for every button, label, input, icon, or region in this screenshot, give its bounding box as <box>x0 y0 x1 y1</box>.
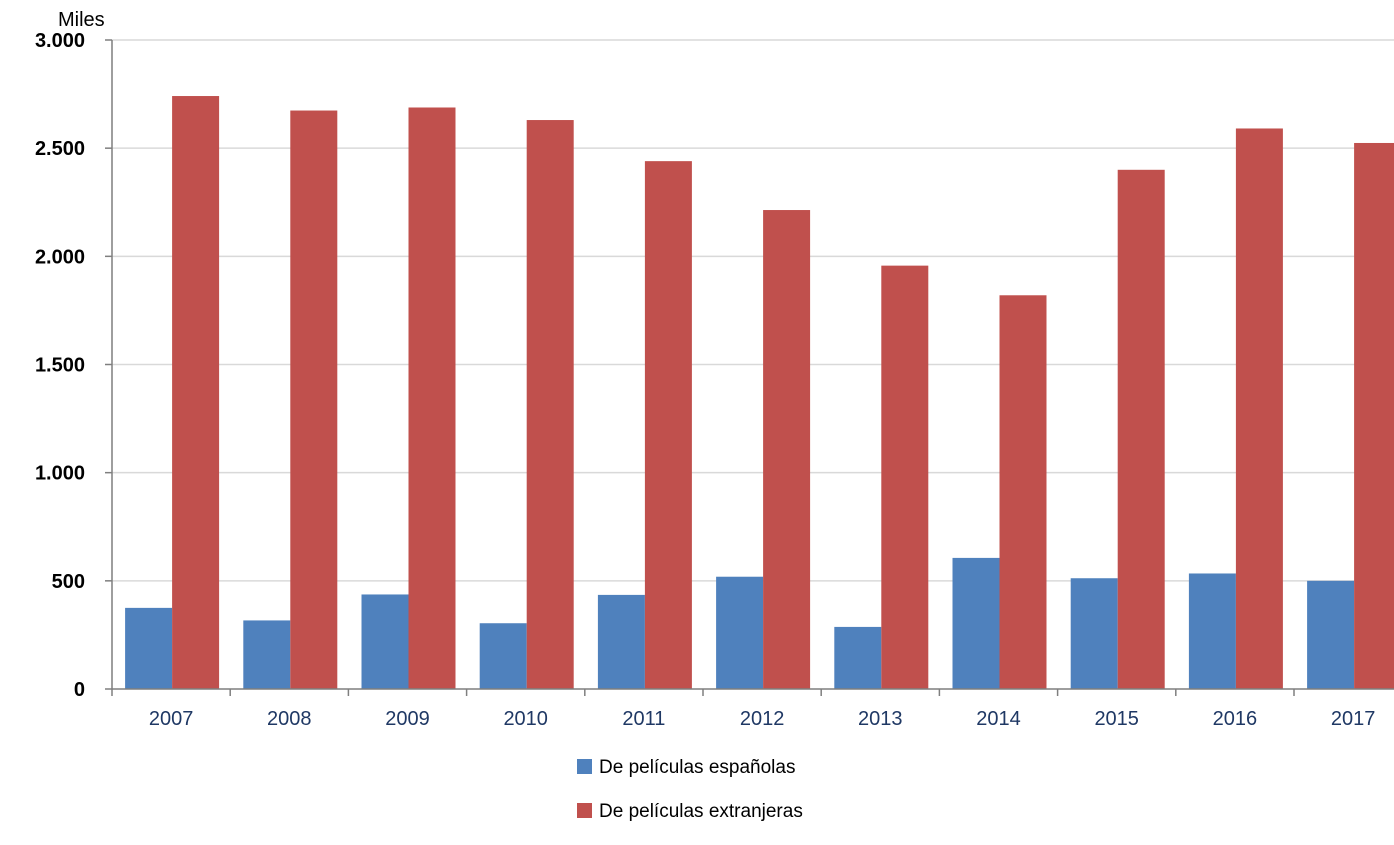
y-tick-label: 0 <box>74 679 85 701</box>
y-tick-label: 2.500 <box>35 138 85 160</box>
bar-extranjeras-2011 <box>644 161 692 689</box>
bar-espanolas-2016 <box>1188 573 1236 689</box>
bar-espanolas-2010 <box>479 623 527 689</box>
bar-espanolas-2009 <box>361 594 409 689</box>
x-tick-label: 2011 <box>622 708 665 730</box>
bar-espanolas-2011 <box>597 594 645 689</box>
x-tick-label: 2015 <box>1094 708 1139 730</box>
bar-extranjeras-2013 <box>881 265 929 689</box>
bar-extranjeras-2016 <box>1235 128 1283 689</box>
y-tick-label: 1.500 <box>35 355 85 377</box>
y-tick-label: 3.000 <box>35 30 85 52</box>
bar-extranjeras-2007 <box>172 96 220 689</box>
bars <box>125 96 1394 690</box>
legend-swatch <box>577 803 592 818</box>
bar-extranjeras-2012 <box>763 210 811 689</box>
bar-extranjeras-2015 <box>1117 169 1165 690</box>
x-tick-label: 2007 <box>149 708 194 730</box>
bar-espanolas-2012 <box>716 576 764 689</box>
x-tick-label: 2014 <box>976 708 1021 730</box>
y-tick-label: 500 <box>52 571 85 593</box>
bar-espanolas-2017 <box>1307 580 1355 689</box>
y-tick-label: 2.000 <box>35 246 85 268</box>
bar-espanolas-2008 <box>243 620 291 689</box>
bar-espanolas-2007 <box>125 607 173 689</box>
x-tick-label: 2008 <box>267 708 312 730</box>
x-axis-ticks: 2007 2008 2009 2010 2011 2012 2013 2014 2015 2016… <box>111 689 1376 730</box>
y-axis-unit-label: Miles <box>58 9 105 31</box>
bar-extranjeras-2014 <box>999 295 1047 689</box>
x-tick-label: 2009 <box>385 708 430 730</box>
y-axis-ticks: 0 500 1.000 1.500 2.000 2.500 3.000 <box>35 30 112 701</box>
bar-espanolas-2015 <box>1070 578 1118 689</box>
x-tick-label: 2013 <box>858 708 903 730</box>
legend: De películas españolas De películas extra… <box>577 757 803 822</box>
bar-extranjeras-2010 <box>526 120 574 689</box>
x-tick-label: 2017 <box>1331 708 1376 730</box>
legend-swatch <box>577 759 592 774</box>
bar-extranjeras-2017 <box>1354 142 1394 689</box>
legend-label: De películas españolas <box>599 757 795 778</box>
x-tick-label: 2012 <box>740 708 785 730</box>
x-tick-label: 2010 <box>503 708 548 730</box>
x-tick-label: 2016 <box>1213 708 1258 730</box>
y-tick-label: 1.000 <box>35 463 85 485</box>
bar-extranjeras-2009 <box>408 107 456 690</box>
bar-espanolas-2013 <box>834 626 882 689</box>
bar-extranjeras-2008 <box>290 110 338 690</box>
bar-espanolas-2014 <box>952 557 1000 689</box>
legend-label: De películas extranjeras <box>599 801 803 822</box>
